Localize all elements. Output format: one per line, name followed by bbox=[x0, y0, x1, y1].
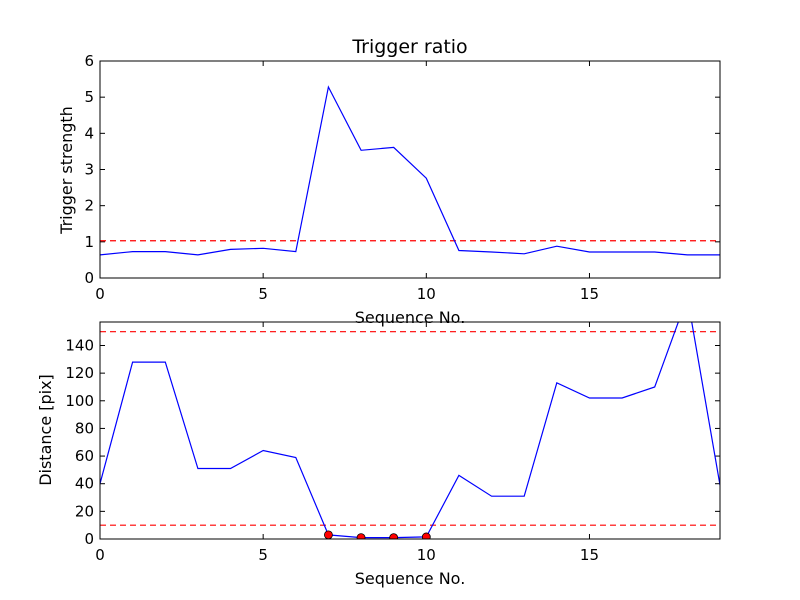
y-tick-label: 6 bbox=[84, 52, 94, 70]
y-tick-label: 2 bbox=[84, 197, 94, 215]
tick-group: 0 5 10 15 0 1 2 3 4 5 6 bbox=[84, 52, 720, 303]
y-tick-label: 0 bbox=[84, 269, 94, 287]
distance-subplot: Distance [pix] Sequence No. 0 5 10 15 0 20 40 6… bbox=[36, 321, 721, 588]
y-axis-label: Trigger strength bbox=[57, 106, 76, 235]
plot-area bbox=[100, 322, 720, 539]
data-marker bbox=[421, 532, 431, 539]
y-tick-label: 80 bbox=[75, 419, 94, 437]
x-tick-label: 5 bbox=[258, 285, 268, 303]
x-tick-label: 5 bbox=[258, 546, 268, 564]
series-line bbox=[100, 322, 720, 539]
x-tick-label: 0 bbox=[95, 285, 105, 303]
tick-group: 0 5 10 15 0 20 40 60 80 100 120 140 bbox=[65, 322, 720, 564]
trigger-ratio-subplot: Trigger ratio Trigger strength Sequence … bbox=[57, 36, 721, 327]
y-tick-label: 3 bbox=[84, 161, 94, 179]
y-axis-label: Distance [pix] bbox=[36, 374, 55, 486]
series-line bbox=[100, 85, 720, 256]
y-tick-label: 40 bbox=[75, 475, 94, 493]
y-tick-label: 0 bbox=[84, 530, 94, 548]
x-tick-label: 0 bbox=[95, 546, 105, 564]
x-axis-label: Sequence No. bbox=[355, 569, 466, 588]
y-tick-label: 140 bbox=[65, 336, 94, 354]
x-tick-label: 15 bbox=[580, 285, 599, 303]
x-tick-label: 10 bbox=[417, 546, 436, 564]
x-tick-label: 15 bbox=[580, 546, 599, 564]
y-tick-label: 4 bbox=[84, 124, 94, 142]
y-tick-label: 120 bbox=[65, 364, 94, 382]
axes-frame bbox=[99, 60, 721, 279]
y-tick-label: 1 bbox=[84, 233, 94, 251]
y-tick-label: 5 bbox=[84, 88, 94, 106]
data-marker bbox=[324, 530, 333, 539]
data-marker bbox=[356, 533, 366, 539]
x-axis-label: Sequence No. bbox=[355, 308, 466, 327]
axes-frame bbox=[99, 321, 721, 540]
plot-area bbox=[100, 85, 720, 256]
data-marker bbox=[389, 533, 399, 539]
x-tick-label: 10 bbox=[417, 285, 436, 303]
y-tick-label: 100 bbox=[65, 392, 94, 410]
y-tick-label: 20 bbox=[75, 502, 94, 520]
y-tick-label: 60 bbox=[75, 447, 94, 465]
chart-title: Trigger ratio bbox=[351, 36, 467, 58]
